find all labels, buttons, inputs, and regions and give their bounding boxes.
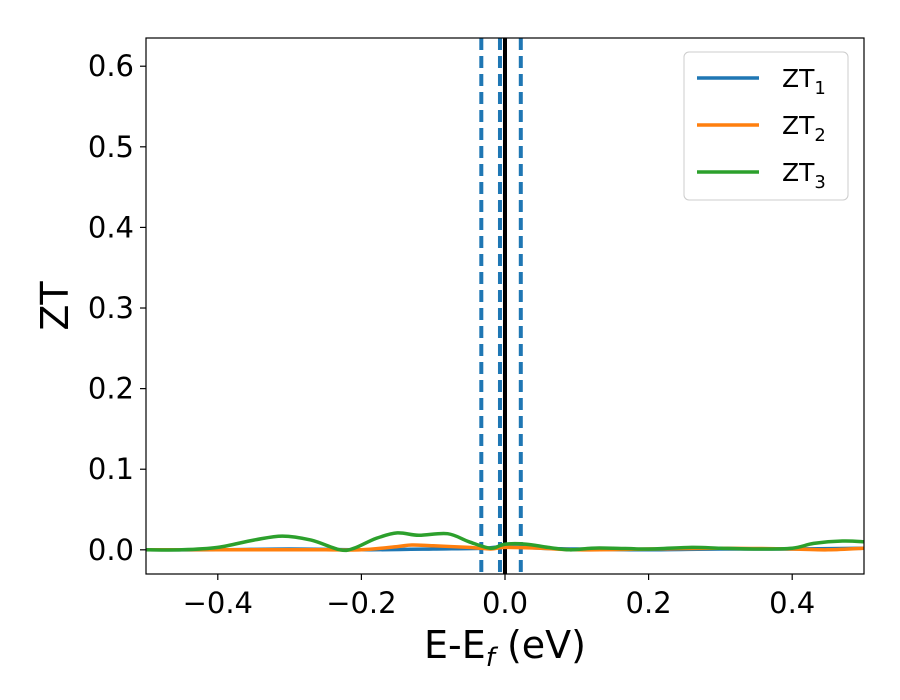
x-axis-label-main: E-E: [424, 623, 486, 667]
reference-lines: [479, 38, 523, 574]
y-tick-label: 0.4: [88, 210, 134, 244]
series-line-zt3: [146, 531, 864, 553]
y-tick-label: 0.5: [88, 130, 134, 164]
y-tick-label: 0.0: [88, 533, 134, 567]
legend-entries: ZT1 ZT2 ZT3: [697, 64, 826, 193]
x-tick-label: 0.4: [769, 586, 815, 620]
legend-label-zt3: ZT3: [782, 158, 826, 193]
series-lines: [146, 531, 864, 553]
y-axis-ticks: 0.0 0.1 0.2 0.3 0.4 0.5 0.6: [88, 49, 146, 567]
x-tick-label: −0.4: [183, 586, 253, 620]
x-tick-label: 0.2: [626, 586, 672, 620]
x-tick-label: −0.2: [326, 586, 396, 620]
legend-box: [683, 51, 849, 201]
legend-label-zt2: ZT2: [782, 111, 826, 146]
x-axis-label-unit: (eV): [495, 623, 586, 667]
y-tick-label: 0.1: [88, 452, 134, 486]
x-tick-label: 0.0: [482, 586, 528, 620]
legend-label-zt1: ZT1: [782, 64, 826, 99]
y-tick-label: 0.2: [88, 372, 134, 406]
y-tick-label: 0.3: [88, 291, 134, 325]
y-tick-label: 0.6: [88, 49, 134, 83]
x-axis-ticks: −0.4 −0.2 0.0 0.2 0.4: [183, 574, 815, 620]
y-axis-label: ZT: [33, 281, 77, 331]
legend: ZT1 ZT2 ZT3: [683, 51, 849, 201]
x-axis-label: E-Ef (eV): [424, 623, 586, 673]
